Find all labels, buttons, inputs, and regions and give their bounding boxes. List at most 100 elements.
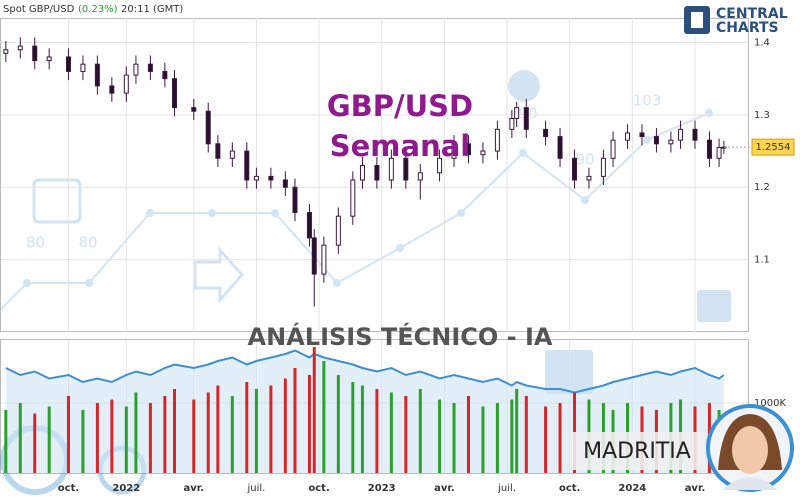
watermark: 80 80 103 90 90 <box>0 70 731 495</box>
candle-body <box>465 143 471 156</box>
candle-body <box>253 175 259 181</box>
volume-bar <box>312 347 316 473</box>
candle-body <box>586 175 592 181</box>
x-tick-label: avr. <box>434 483 455 494</box>
candle-body <box>706 139 712 159</box>
y-tick-label: 1.1 <box>754 255 770 266</box>
candle-body <box>514 107 520 119</box>
candle-body <box>282 179 288 188</box>
volume-bar <box>418 389 422 473</box>
volume-bar <box>438 399 442 473</box>
watermark-line <box>0 112 710 311</box>
y-tick-label: 1.2 <box>754 182 770 193</box>
volume-bar <box>389 392 393 473</box>
x-tick-label: 2024 <box>618 483 646 494</box>
x-tick-label: juil. <box>497 483 516 494</box>
candle-body <box>692 128 698 141</box>
candle-body <box>417 172 423 181</box>
volume-bar <box>322 361 326 473</box>
candle-body <box>716 146 722 159</box>
volume-bar <box>283 378 287 473</box>
volume-bar <box>33 413 37 473</box>
brand: MADRITIA <box>583 439 691 464</box>
candle-body <box>543 128 549 138</box>
volume-bar <box>172 389 176 473</box>
overlay-subtitle: Semanal <box>330 129 471 163</box>
candle-body <box>3 49 9 54</box>
volume-bar <box>336 375 340 473</box>
x-tick-label: 2022 <box>112 483 140 494</box>
volume-bar <box>4 410 8 473</box>
watermark-icon <box>508 70 540 102</box>
volume-bar <box>481 406 485 473</box>
candle-body <box>403 157 409 181</box>
candle-body <box>557 136 563 159</box>
watermark-label: 103 <box>633 92 662 110</box>
brand-box <box>570 432 705 470</box>
y-tick-label: 1.4 <box>754 37 770 48</box>
volume-bar <box>404 396 408 473</box>
volume-line <box>5 349 725 394</box>
watermark-icon <box>32 178 82 224</box>
x-tick-label: oct. <box>58 483 79 494</box>
volume-bar <box>307 375 311 473</box>
x-tick-label: avr. <box>685 483 706 494</box>
x-tick-label: oct. <box>308 483 329 494</box>
candle-body <box>311 237 317 275</box>
y-tick-label: 1000K <box>754 398 786 409</box>
x-tick-label: juil. <box>246 483 265 494</box>
candle-body <box>388 157 394 181</box>
candle-body <box>653 136 659 145</box>
candle-body <box>678 128 684 141</box>
volume-bar <box>245 382 249 473</box>
logo-text: CENTRAL <box>716 6 788 22</box>
volume-bar <box>134 392 138 473</box>
logo-icon <box>691 12 703 28</box>
price-tag <box>751 138 795 156</box>
candle-body <box>600 157 606 177</box>
watermark-label: 80 <box>78 234 97 252</box>
watermark-icon <box>697 290 731 322</box>
watermark-icon <box>545 350 593 394</box>
candle-body <box>292 186 298 214</box>
candle-body <box>306 212 312 239</box>
candle-body <box>610 139 616 159</box>
volume-bar <box>18 403 22 473</box>
candle-body <box>335 215 341 246</box>
candle-body <box>17 45 23 51</box>
candle-body <box>494 128 500 152</box>
volume-bar <box>452 403 456 473</box>
volume-bar <box>515 389 519 473</box>
candle-body <box>523 107 529 130</box>
candle-body <box>133 63 139 76</box>
volume-bar <box>163 396 167 473</box>
volume-bar <box>148 403 152 473</box>
volume-bar <box>360 385 364 473</box>
volume-bar <box>510 399 514 473</box>
time: 20:11 (GMT) <box>121 4 183 15</box>
watermark-dots <box>23 109 713 287</box>
candle-body <box>668 139 674 145</box>
volume-bar <box>47 406 51 473</box>
volume-bar <box>351 382 355 473</box>
candle-body <box>509 117 515 130</box>
change: (0.23%) <box>78 4 118 15</box>
candle-body <box>374 165 380 181</box>
candle-body <box>147 63 153 72</box>
volume-bar <box>216 385 220 473</box>
candle-body <box>46 56 52 62</box>
volume-bar <box>495 403 499 473</box>
avatar <box>706 404 794 492</box>
volume-bar <box>269 385 273 473</box>
price-panel <box>0 18 749 332</box>
candle-body <box>65 56 71 72</box>
volume-bar <box>81 410 85 473</box>
volume-bar <box>95 403 99 473</box>
candle-body <box>572 157 578 181</box>
candle-body <box>451 143 457 159</box>
volume-bar <box>524 396 528 473</box>
candle-body <box>321 244 327 275</box>
x-tick-label: oct. <box>559 483 580 494</box>
volume-bar <box>544 406 548 473</box>
